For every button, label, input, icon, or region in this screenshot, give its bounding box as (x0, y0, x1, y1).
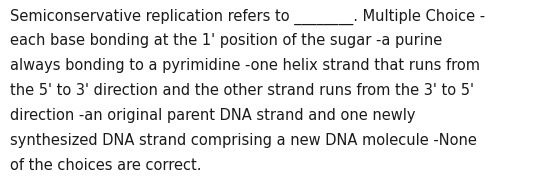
Text: synthesized DNA strand comprising a new DNA molecule -None: synthesized DNA strand comprising a new … (10, 133, 477, 149)
Text: each base bonding at the 1' position of the sugar -a purine: each base bonding at the 1' position of … (10, 33, 442, 49)
Text: of the choices are correct.: of the choices are correct. (10, 158, 201, 174)
Text: always bonding to a pyrimidine -one helix strand that runs from: always bonding to a pyrimidine -one heli… (10, 58, 480, 74)
Text: the 5' to 3' direction and the other strand runs from the 3' to 5': the 5' to 3' direction and the other str… (10, 83, 474, 99)
Text: direction -an original parent DNA strand and one newly: direction -an original parent DNA strand… (10, 108, 416, 124)
Text: Semiconservative replication refers to ________. Multiple Choice -: Semiconservative replication refers to _… (10, 8, 485, 25)
